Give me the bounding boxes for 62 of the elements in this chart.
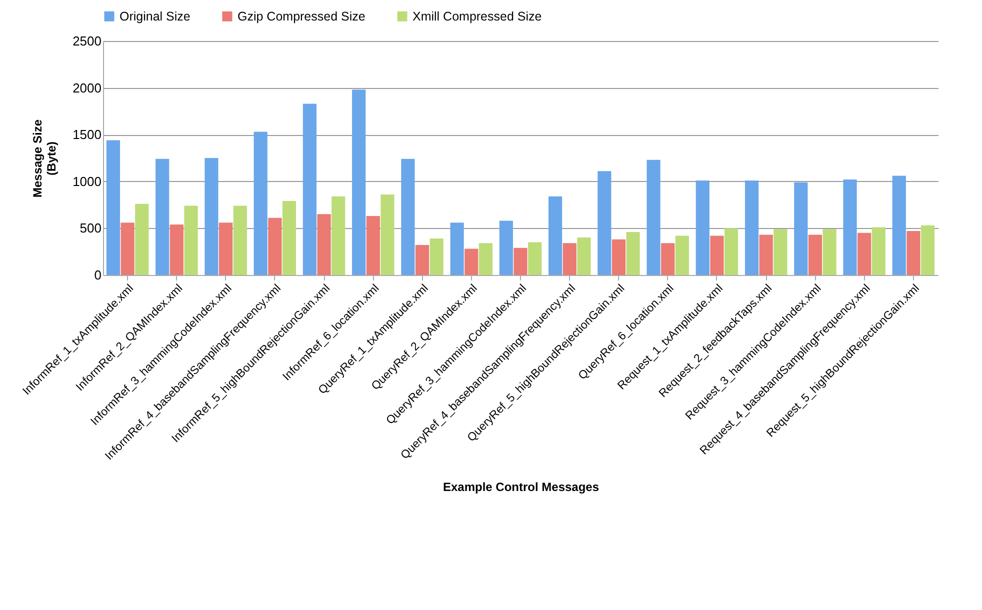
- bar: [920, 225, 935, 275]
- bar: [380, 194, 394, 275]
- bar: [450, 222, 464, 275]
- bar: [626, 232, 640, 275]
- bar: [499, 220, 513, 275]
- bar: [120, 222, 134, 275]
- x-axis-title: Example Control Messages: [442, 480, 600, 494]
- bar: [822, 229, 836, 275]
- bar: [430, 238, 444, 275]
- bar: [872, 227, 886, 275]
- bar: [268, 218, 282, 275]
- bar: [696, 180, 710, 275]
- bar: [401, 158, 415, 275]
- bar: [808, 234, 822, 275]
- bar: [317, 214, 331, 275]
- bar: [218, 222, 233, 275]
- legend-label: Gzip Compressed Size: [238, 9, 366, 24]
- y-tick-label: 2500: [72, 34, 102, 48]
- bar: [646, 160, 660, 275]
- bar: [612, 239, 626, 275]
- bar: [135, 204, 149, 275]
- bar: [710, 236, 724, 275]
- bar: [184, 206, 198, 275]
- bar: [106, 140, 120, 275]
- bar: [156, 158, 170, 275]
- legend-label: Xmill Compressed Size: [412, 9, 542, 24]
- bar: [774, 229, 788, 275]
- y-axis-title: Message Size (Byte): [30, 119, 59, 198]
- y-tick-label: 2000: [72, 80, 102, 96]
- bar: [843, 180, 857, 275]
- bar: [302, 104, 317, 275]
- bar: [675, 236, 689, 275]
- bar: [528, 242, 542, 275]
- bar: [892, 176, 906, 275]
- bar: [744, 180, 759, 275]
- y-tick-label: 0: [94, 268, 102, 282]
- bar: [170, 224, 184, 275]
- bar: [464, 248, 478, 275]
- bar: [352, 90, 366, 275]
- bar: [794, 182, 808, 275]
- bar: [233, 206, 247, 275]
- y-tick-label: 1500: [72, 127, 102, 142]
- bar: [548, 196, 562, 275]
- bar: [577, 238, 591, 275]
- bar: [282, 201, 296, 275]
- bar: [906, 231, 920, 275]
- legend-label: Original Size: [120, 9, 190, 24]
- bar: [598, 171, 612, 275]
- bar: [724, 228, 738, 275]
- bar: [478, 243, 493, 275]
- bar: [366, 216, 380, 275]
- bar: [254, 132, 268, 275]
- bar: [661, 243, 675, 275]
- bar: [858, 232, 872, 275]
- y-tick-label: 500: [80, 220, 102, 236]
- bar: [759, 234, 773, 275]
- bar: [562, 243, 576, 275]
- bar: [415, 245, 430, 275]
- bar: [332, 196, 346, 275]
- bar: [204, 158, 218, 275]
- bar: [514, 248, 528, 275]
- y-tick-label: 1000: [72, 174, 102, 189]
